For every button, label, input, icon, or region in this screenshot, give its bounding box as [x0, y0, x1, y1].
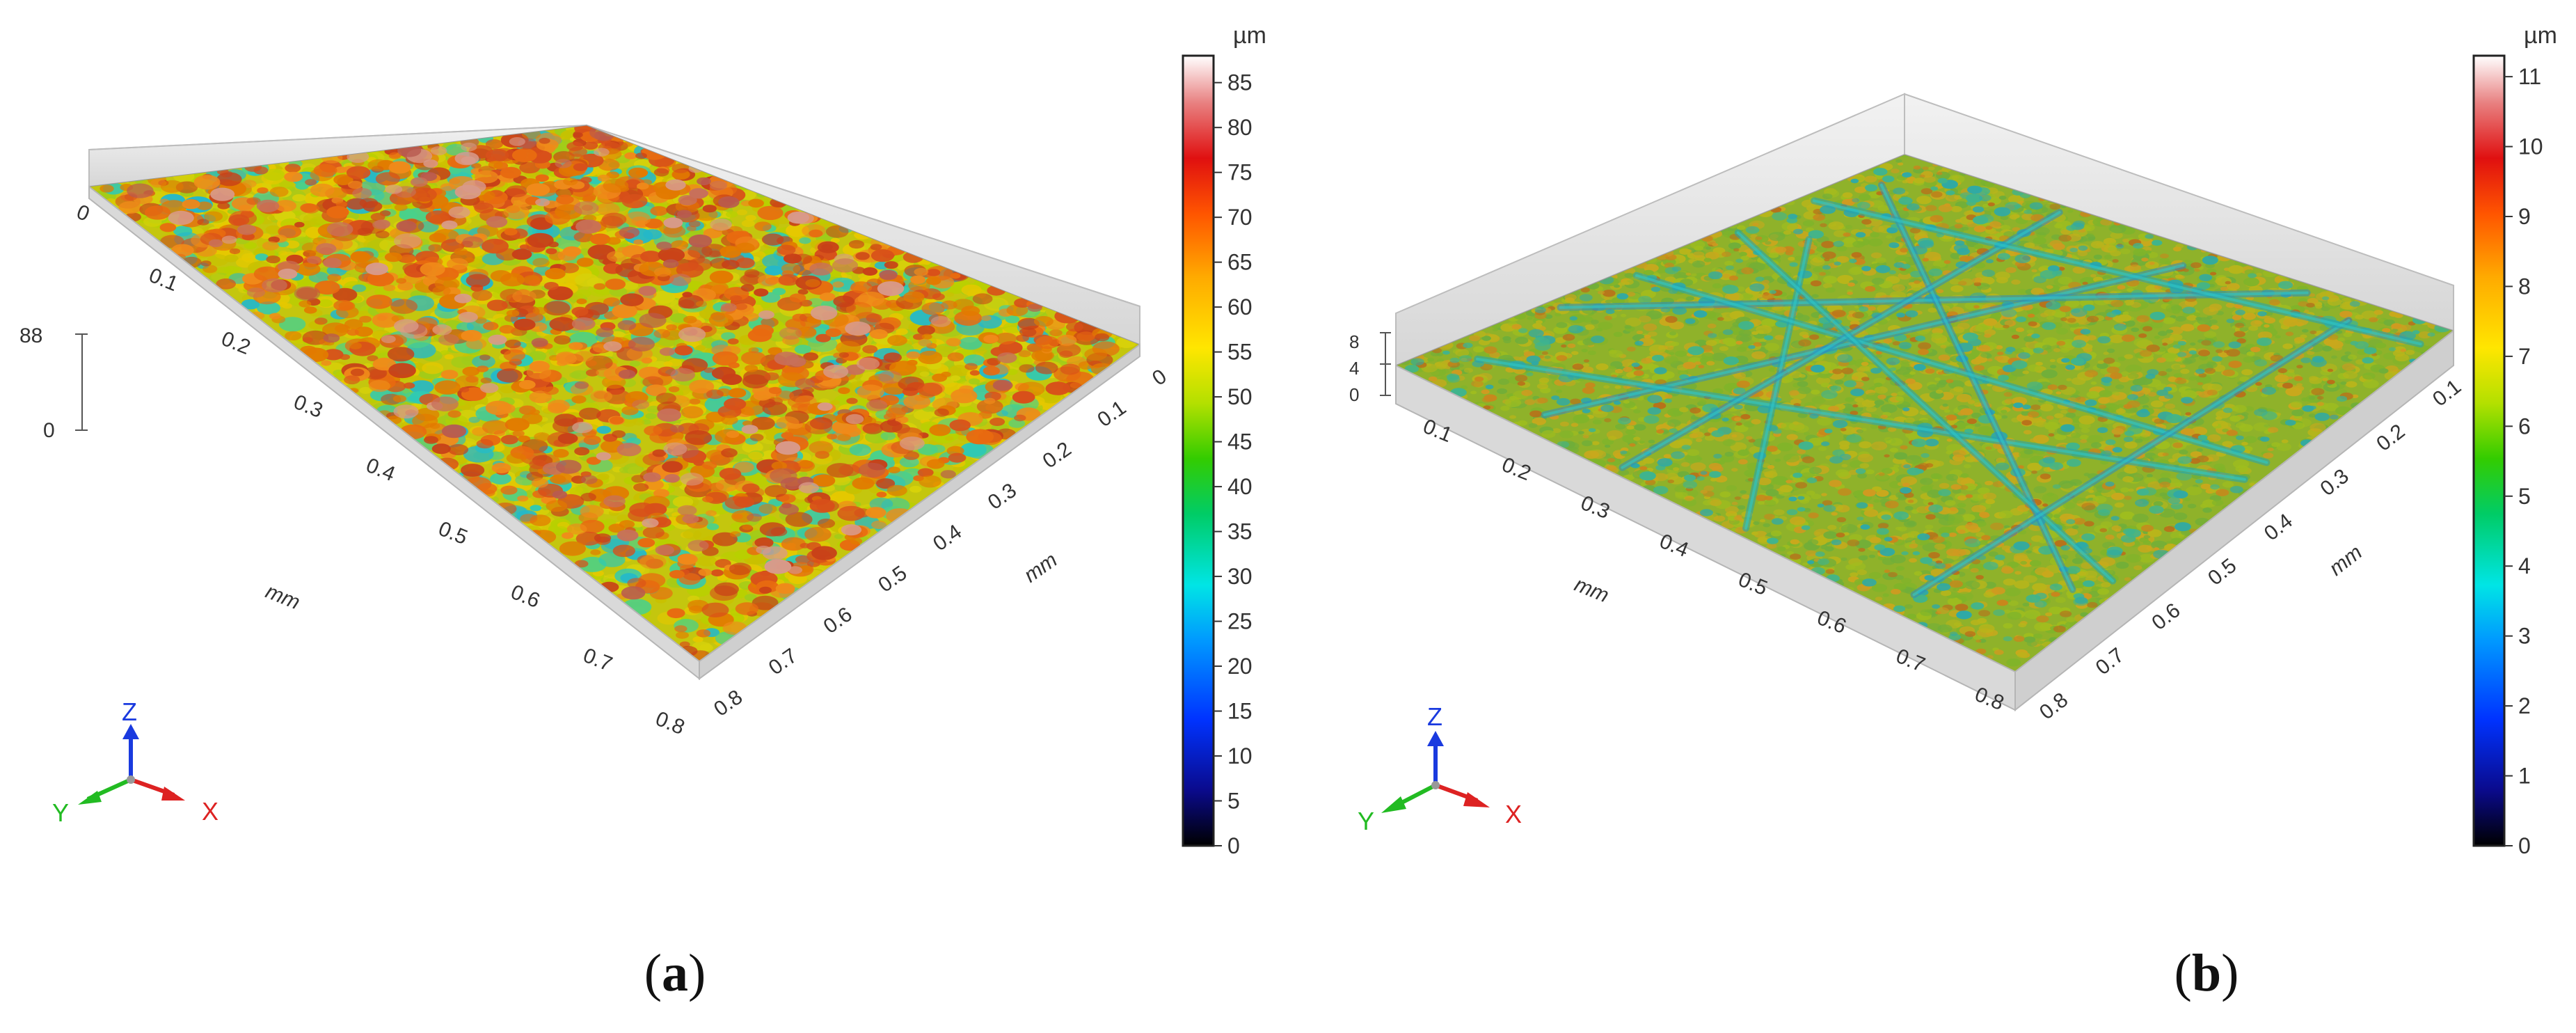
colorbar-tick-label: 75: [1227, 160, 1253, 185]
axis-tick-label: 0: [1148, 365, 1171, 391]
axis-tick-label: 0.6: [820, 603, 857, 638]
z-axis-max-label: 88: [19, 324, 42, 347]
caption-a: (a): [644, 944, 706, 1002]
axis-tick-label: 0.5: [435, 517, 470, 549]
colorbar-tick-label: 25: [1227, 609, 1253, 634]
colorbar-tick-label: 2: [2518, 693, 2531, 718]
colorbar-tick-label: 15: [1227, 699, 1253, 724]
colorbar-tick-label: 10: [1227, 743, 1253, 768]
colorbar-tick-label: 0: [2518, 833, 2531, 858]
triad-y-label-b: Y: [1358, 807, 1374, 835]
surface-plot-b: 8 4 0 0.10.20.30.40.50.60.70.8 0.10.20.3…: [1349, 22, 2557, 858]
axis-tick-label: 0.4: [929, 520, 966, 555]
colorbar-tick-label: 65: [1227, 250, 1253, 275]
panel-b: 8 4 0 0.1 0.2 0.3 0.4 0.5 0.6 0.7 0.8 0.1 0.2 0.3…: [1288, 0, 2576, 1033]
colorbar-tick-label: 6: [2518, 413, 2531, 439]
colorbar-tick-label: 7: [2518, 344, 2531, 369]
colorbar-tick-label: 4: [2518, 553, 2531, 578]
z-axis-label-0: 0: [1349, 384, 1359, 405]
colorbar-tick-label: 8: [2518, 274, 2531, 299]
axis-tick-label: 0.3: [290, 391, 326, 423]
y-axis-unit-label: mm: [1020, 549, 1062, 588]
triad-x-label-b: X: [1505, 800, 1522, 828]
z-axis-label-8: 8: [1349, 331, 1359, 352]
z-axis-min-label: 0: [43, 419, 55, 442]
colorbar-tick-label: 80: [1227, 115, 1253, 140]
colorbar-tick-label: 50: [1227, 384, 1253, 409]
colorbar-tick-label: 10: [2518, 134, 2543, 159]
axis-tick-label: 0.8: [652, 707, 687, 739]
colorbar-unit-b: µm: [2524, 22, 2557, 49]
axis-tick-label: 0.2: [1039, 438, 1076, 473]
axis-tick-label: 0.4: [2260, 510, 2297, 546]
axis-tick-label: 0.1: [145, 264, 181, 296]
z-axis-label-4: 4: [1349, 358, 1359, 379]
axis-tick-label: 0.7: [2092, 644, 2129, 680]
axis-tick-label: 0: [73, 200, 93, 226]
surface-plot-a: 88 0 0 0.1 0.2 0.3 0.4 0.5 0.6 0.7 0.8 0 0.1 0.2 0.…: [19, 22, 1266, 858]
colorbar-tick-label: 20: [1227, 654, 1253, 679]
x-axis-unit-label-b: mm: [1571, 573, 1612, 607]
triad-y-label: Y: [52, 798, 69, 827]
axis-tick-label: 0.7: [765, 644, 802, 679]
colorbar-tick-label: 3: [2518, 624, 2531, 649]
caption-b: (b): [2174, 944, 2239, 1002]
colorbar-tick-label: 85: [1227, 70, 1253, 95]
axis-tick-label: 0.3: [984, 479, 1021, 514]
axis-tick-label: 0.8: [2035, 688, 2072, 725]
colorbar-tick-label: 70: [1227, 205, 1253, 230]
colorbar-tick-label: 55: [1227, 340, 1253, 365]
colorbar-tick-label: 5: [2518, 484, 2531, 509]
axis-tick-label: 0.3: [2316, 464, 2353, 500]
y-axis-unit-label-b: mm: [2325, 541, 2367, 581]
axis-triad-a: Z Y X: [52, 697, 218, 827]
surface-texture-b: [1400, 155, 2451, 667]
axis-tick-label: 0.8: [710, 686, 747, 721]
axis-tick-label: 0.6: [2147, 599, 2184, 635]
colorbar-tick-label: 30: [1227, 564, 1253, 589]
front-skirt-right: [699, 343, 1140, 680]
axis-tick-label: 0.2: [218, 327, 253, 359]
triad-x-label: X: [202, 797, 218, 826]
colorbar-tick-label: 35: [1227, 519, 1253, 544]
colorbar-tick-label: 60: [1227, 294, 1253, 320]
axis-tick-label: 0.5: [874, 562, 911, 597]
axis-tick-label: 0.7: [580, 644, 615, 676]
colorbar-tick-label: 11: [2518, 64, 2541, 89]
colorbar-tick-label: 0: [1227, 833, 1240, 858]
colorbar-tick-label: 5: [1227, 789, 1240, 814]
colorbar-tick-label: 40: [1227, 474, 1253, 499]
triad-z-label-b: Z: [1427, 702, 1442, 731]
colorbar-tick-label: 9: [2518, 204, 2531, 229]
colorbar-tick-label: 45: [1227, 429, 1253, 455]
panel-a: 88 0 0 0.1 0.2 0.3 0.4 0.5 0.6 0.7 0.8 0 0.1 0.2 0.…: [19, 22, 1266, 1002]
triad-z-label: Z: [122, 697, 137, 726]
colorbar-unit-a: µm: [1233, 22, 1266, 49]
axis-tick-label: 0.4: [363, 454, 398, 486]
axis-tick-label: 0.1: [1093, 396, 1130, 432]
front-skirt-right-b: [2014, 329, 2454, 712]
colorbar-tick-label: 1: [2518, 764, 2531, 789]
x-axis-unit-label: mm: [262, 580, 303, 614]
axis-triad-b: Z Y X: [1358, 702, 1522, 835]
surface-texture-a: [93, 125, 1137, 661]
axis-tick-label: 0.6: [507, 581, 543, 613]
axis-tick-label: 0.5: [2204, 554, 2241, 590]
